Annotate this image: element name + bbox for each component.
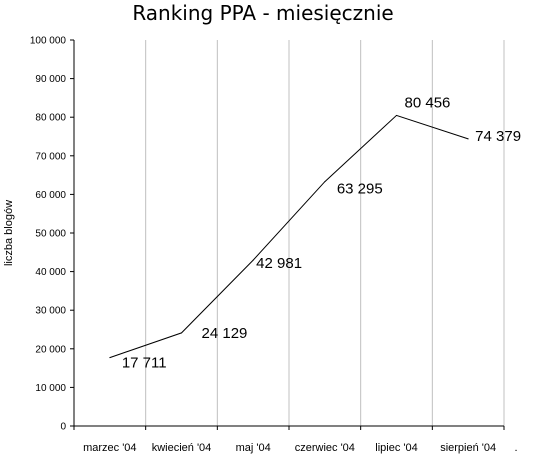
x-tick-label: czerwiec '04 <box>295 442 355 454</box>
y-tick-label: 70 000 <box>35 151 66 162</box>
y-tick-label: 90 000 <box>35 74 66 85</box>
x-tick-label: kwiecień '04 <box>152 442 212 454</box>
y-tick-label: 30 000 <box>35 306 66 317</box>
y-tick-label: 100 000 <box>30 36 67 47</box>
x-tick-label: maj '04 <box>236 442 271 454</box>
data-point <box>324 181 326 183</box>
y-tick-label: 20 000 <box>35 344 66 355</box>
data-label: 74 379 <box>475 128 521 145</box>
y-tick-label: 10 000 <box>35 383 66 394</box>
y-tick-label: 60 000 <box>35 190 66 201</box>
data-labels: 17 711 24 129 42 981 63 295 80 456 74 379 <box>122 94 521 371</box>
y-tick-label: 0 <box>60 422 66 433</box>
x-tick-labels: marzec '04 kwiecień '04 maj '04 czerwiec '0… <box>83 442 517 454</box>
data-label: 17 711 <box>122 355 167 372</box>
axes <box>70 39 505 430</box>
data-label: 42 981 <box>256 255 302 272</box>
y-tick-labels: 0 10 000 20 000 30 000 40 000 50 000 60 000 70 … <box>30 36 67 433</box>
series <box>109 114 469 359</box>
data-point <box>467 138 469 140</box>
data-label: 24 129 <box>202 325 248 342</box>
data-point <box>109 357 111 359</box>
y-tick-label: 40 000 <box>35 267 66 278</box>
x-tick-label: sierpień '04 <box>440 442 496 454</box>
x-tick-label: marzec '04 <box>83 442 136 454</box>
data-point <box>181 332 182 334</box>
data-label: 80 456 <box>405 94 451 111</box>
data-point <box>252 259 254 261</box>
y-tick-label: 80 000 <box>35 113 66 124</box>
series-line <box>109 114 469 359</box>
data-label: 63 295 <box>337 181 383 198</box>
chart-title: Ranking PPA - miesięcznie <box>132 1 393 25</box>
x-tick-label: . <box>514 442 517 454</box>
x-tick-label: lipiec '04 <box>375 442 417 454</box>
data-point <box>396 114 397 116</box>
grid-lines <box>145 40 505 426</box>
y-tick-label: 50 000 <box>35 229 66 240</box>
y-axis-label: liczba blogów <box>3 200 15 266</box>
